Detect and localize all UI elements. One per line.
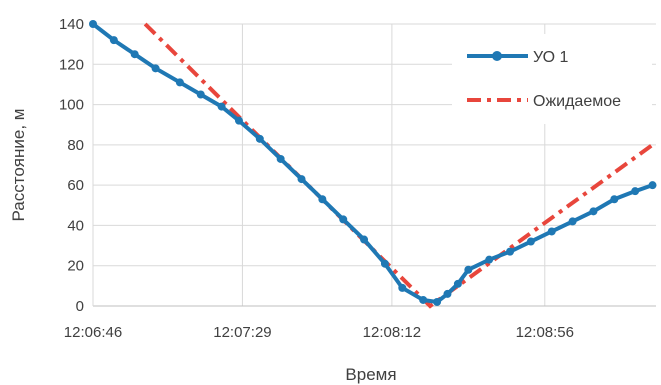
- data-point: [151, 64, 160, 73]
- data-point: [196, 90, 205, 99]
- data-point: [297, 175, 306, 184]
- plot-area: [92, 24, 656, 307]
- x-tick-label-1: 12:07:29: [213, 324, 271, 341]
- y-tick-label-60: 60: [67, 177, 84, 194]
- data-point: [464, 265, 473, 274]
- data-point: [568, 217, 577, 226]
- y-tick-label-140: 140: [59, 16, 84, 33]
- series-uo1: [89, 20, 657, 306]
- data-point: [610, 195, 619, 204]
- data-point: [318, 195, 327, 204]
- data-point: [648, 181, 657, 190]
- x-tick-label-3: 12:08:56: [516, 324, 574, 341]
- data-point: [433, 297, 442, 306]
- data-point: [380, 259, 389, 268]
- data-point: [276, 154, 285, 163]
- data-point: [89, 20, 97, 28]
- data-point: [506, 247, 515, 256]
- data-point: [234, 116, 243, 125]
- legend: УО 1 Ожидаемое: [467, 49, 621, 110]
- legend-background: [452, 34, 652, 124]
- data-point: [339, 215, 348, 224]
- data-point: [419, 295, 428, 304]
- y-tick-label-40: 40: [67, 217, 84, 234]
- data-point: [109, 36, 118, 45]
- data-point: [453, 279, 462, 288]
- data-point: [485, 255, 494, 264]
- y-axis-title: Расстояние, м: [9, 109, 28, 222]
- grid: [93, 23, 656, 306]
- y-tick-label-100: 100: [59, 97, 84, 114]
- y-tick-label-20: 20: [67, 258, 84, 275]
- legend-marker-uo1: [492, 51, 502, 61]
- data-point: [443, 289, 452, 298]
- legend-label-uo1: УО 1: [533, 49, 569, 66]
- data-point: [526, 237, 535, 246]
- data-point: [217, 102, 226, 111]
- y-tick-label-120: 120: [59, 56, 84, 73]
- data-point: [631, 187, 640, 196]
- y-axis-ticks: 0 20 40 60 80 100 120 140: [59, 16, 84, 315]
- data-point: [175, 78, 184, 87]
- data-point: [130, 50, 139, 59]
- legend-label-expected: Ожидаемое: [533, 93, 621, 110]
- x-tick-label-0: 12:06:46: [64, 324, 122, 341]
- x-axis-title: Время: [345, 365, 396, 384]
- x-axis-ticks: 12:06:46 12:07:29 12:08:12 12:08:56: [64, 324, 574, 341]
- data-point: [360, 235, 369, 244]
- x-tick-label-2: 12:08:12: [363, 324, 421, 341]
- data-point: [589, 207, 598, 216]
- data-point: [398, 283, 407, 292]
- data-point: [255, 134, 264, 143]
- y-tick-label-80: 80: [67, 137, 84, 154]
- data-point: [547, 227, 556, 236]
- y-tick-label-0: 0: [76, 298, 84, 315]
